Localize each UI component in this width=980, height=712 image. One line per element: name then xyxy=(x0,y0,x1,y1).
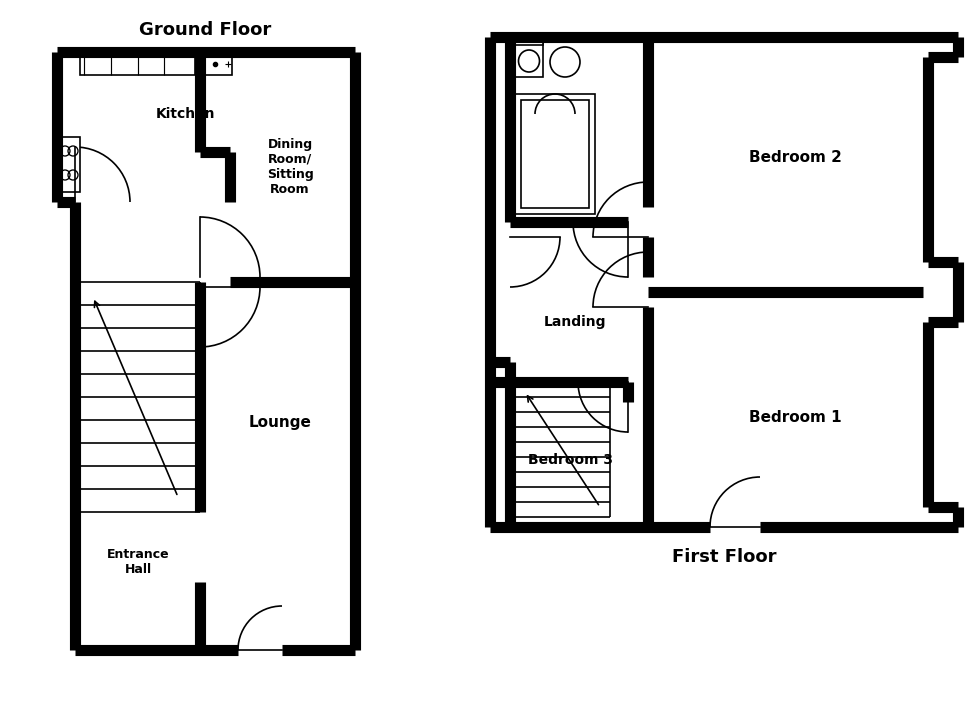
Bar xyxy=(197,53,232,75)
Text: Bedroom 1: Bedroom 1 xyxy=(749,409,841,424)
Bar xyxy=(515,37,543,45)
Text: Landing: Landing xyxy=(544,315,607,329)
Text: Dining
Room/
Sitting
Room: Dining Room/ Sitting Room xyxy=(267,138,314,196)
Text: Ground Floor: Ground Floor xyxy=(139,21,271,39)
Text: Bedroom 3: Bedroom 3 xyxy=(527,453,612,467)
Text: Entrance
Hall: Entrance Hall xyxy=(107,548,170,576)
Text: Bedroom 2: Bedroom 2 xyxy=(749,150,842,164)
Bar xyxy=(512,37,612,39)
Bar xyxy=(515,94,595,214)
Bar xyxy=(658,37,928,39)
Ellipse shape xyxy=(550,47,580,77)
Text: First Floor: First Floor xyxy=(671,548,776,566)
Ellipse shape xyxy=(518,50,540,72)
Bar xyxy=(521,100,589,208)
Bar xyxy=(515,37,543,77)
Text: Kitchen: Kitchen xyxy=(155,107,215,121)
Bar xyxy=(80,53,195,75)
Bar xyxy=(58,137,80,192)
Text: Lounge: Lounge xyxy=(249,414,312,429)
